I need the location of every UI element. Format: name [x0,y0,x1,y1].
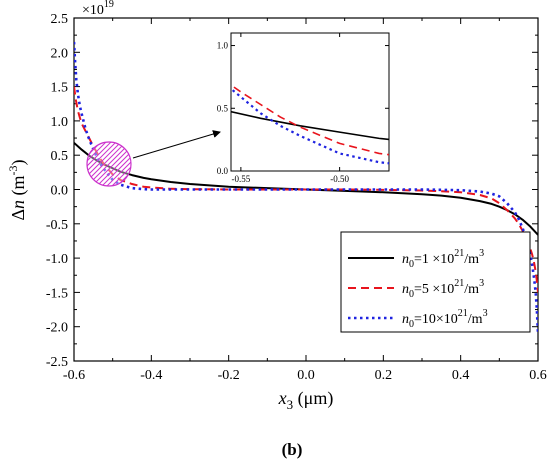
hatch-line [93,142,131,186]
y-tick-label: 0.5 [51,149,69,164]
y-tick-label: -2.5 [46,355,68,370]
x-tick-label: -0.2 [218,368,240,383]
hatch-line [128,142,131,186]
y-tick-label: -1.5 [46,286,68,301]
inset-y-tick-label: 1.0 [217,41,229,51]
hatch-line [87,142,125,186]
inset-plot: -0.55 -0.50 0.0 0.5 1.0 [217,32,390,184]
tick-labels: -0.6 -0.4 -0.2 0.0 0.2 0.4 0.6 -2.5 -2.0 -1.5 -1.0… [46,12,547,383]
x-tick-label: -0.4 [140,368,162,383]
y-multiplier: ×1019 [82,0,114,18]
y-tick-label: -1.0 [46,252,68,267]
y-tick-label: -0.5 [46,218,68,233]
zoom-arrow [132,130,221,159]
inset-x-tick-label: -0.55 [232,174,251,184]
series-lines [74,41,538,334]
y-tick-label: 0.0 [51,184,69,199]
x-tick-label: 0.6 [529,368,547,383]
hatch-line [87,142,120,186]
inset-y-tick-label: 0.5 [217,103,229,113]
hatch-line [103,142,131,186]
inset-series-line-1 [231,110,389,141]
legend: n0=1 ×1021/m3 n0=5 ×1021/m3 n0=10×1021/m3 [340,231,531,333]
x-axis-label: x3 (μm) [278,388,334,412]
x-tick-label: 0.4 [452,368,470,383]
series-line-2 [74,86,538,293]
inset-x-tick-label: -0.50 [330,174,349,184]
y-axis-label: Δn (m-3) [6,159,29,220]
y-tick-label: 2.5 [51,12,69,27]
inset-y-tick-label: 0.0 [217,166,229,176]
legend-label-3: n0=10×1021/m3 [402,308,488,330]
x-tick-label: 0.0 [297,368,315,383]
legend-label-2: n0=5 ×1021/m3 [402,278,484,300]
y-tick-label: 1.5 [51,81,69,96]
panel-label: (b) [282,440,303,459]
y-tick-label: 2.0 [51,46,69,61]
hatch-line [87,142,115,186]
hatch-line [98,142,131,186]
x-tick-label: 0.2 [375,368,393,383]
x-tick-label: -0.6 [63,368,85,383]
series-line-1 [74,142,538,236]
y-tick-label: -2.0 [46,321,68,336]
y-tick-label: 1.0 [51,115,69,130]
legend-label-1: n0=1 ×1021/m3 [402,248,484,270]
